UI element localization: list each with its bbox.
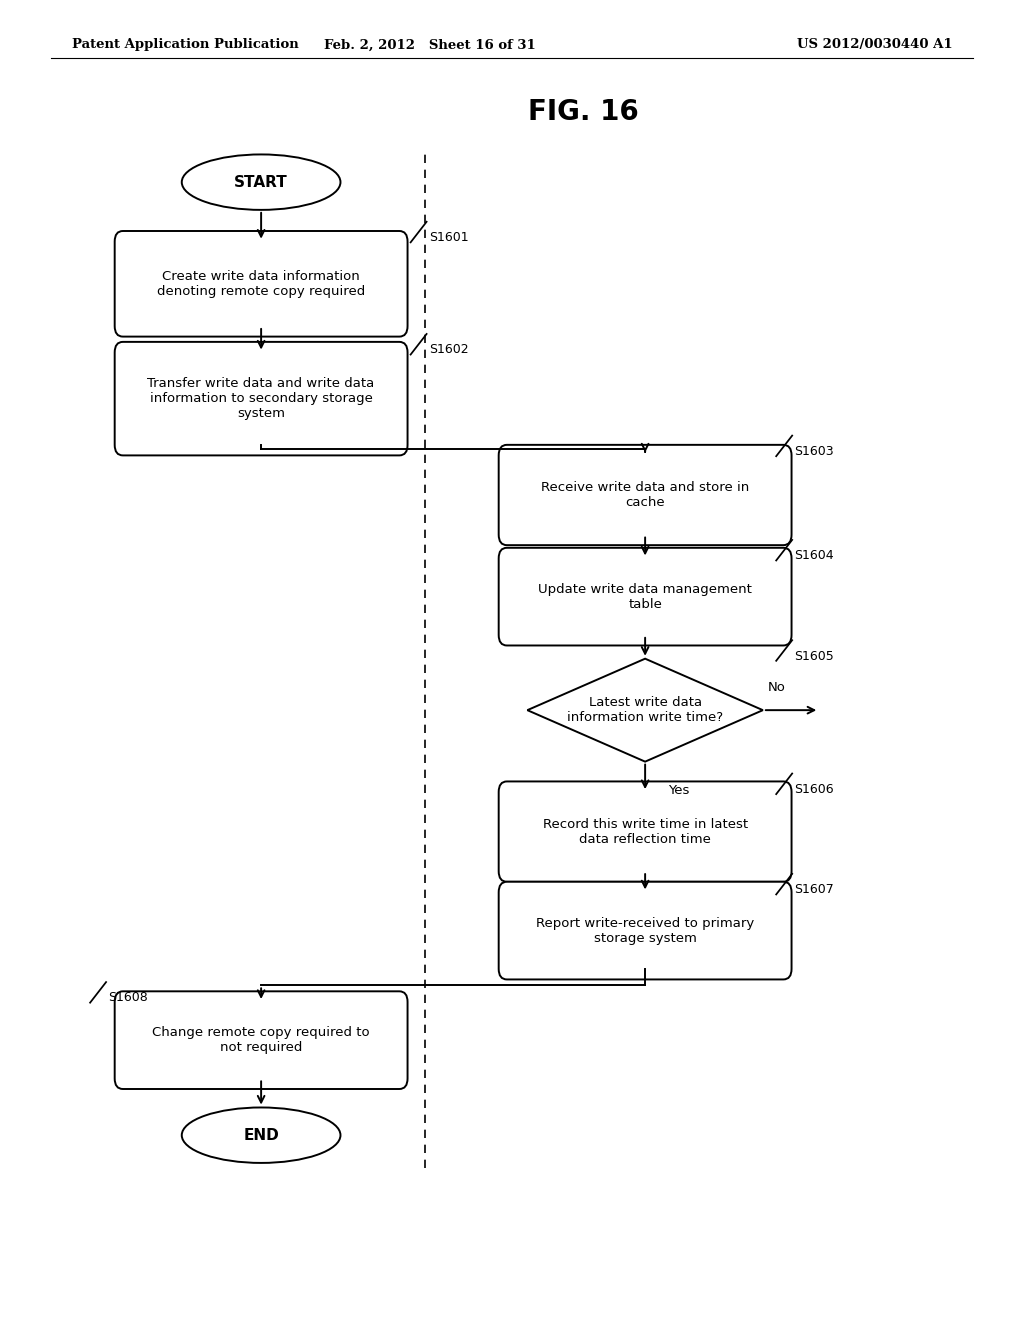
Text: Change remote copy required to
not required: Change remote copy required to not requi… <box>153 1026 370 1055</box>
Text: S1604: S1604 <box>795 549 835 562</box>
Text: Latest write data
information write time?: Latest write data information write time… <box>567 696 723 725</box>
FancyBboxPatch shape <box>115 231 408 337</box>
Text: Record this write time in latest
data reflection time: Record this write time in latest data re… <box>543 817 748 846</box>
FancyBboxPatch shape <box>499 548 792 645</box>
Text: Feb. 2, 2012   Sheet 16 of 31: Feb. 2, 2012 Sheet 16 of 31 <box>325 38 536 51</box>
FancyBboxPatch shape <box>115 991 408 1089</box>
Text: Create write data information
denoting remote copy required: Create write data information denoting r… <box>157 269 366 298</box>
Ellipse shape <box>182 1107 340 1163</box>
Text: S1605: S1605 <box>795 649 835 663</box>
Text: Report write-received to primary
storage system: Report write-received to primary storage… <box>536 916 755 945</box>
Text: S1607: S1607 <box>795 883 835 896</box>
Polygon shape <box>527 659 763 762</box>
FancyBboxPatch shape <box>499 882 792 979</box>
FancyBboxPatch shape <box>499 781 792 882</box>
Text: S1601: S1601 <box>429 231 469 244</box>
Text: No: No <box>768 681 785 694</box>
Text: START: START <box>234 174 288 190</box>
Text: S1603: S1603 <box>795 445 835 458</box>
Text: S1602: S1602 <box>429 343 469 356</box>
Text: Yes: Yes <box>668 784 689 797</box>
Ellipse shape <box>182 154 340 210</box>
Text: Patent Application Publication: Patent Application Publication <box>72 38 298 51</box>
Text: S1608: S1608 <box>109 991 148 1005</box>
Text: US 2012/0030440 A1: US 2012/0030440 A1 <box>797 38 952 51</box>
Text: Transfer write data and write data
information to secondary storage
system: Transfer write data and write data infor… <box>147 378 375 420</box>
Text: Receive write data and store in
cache: Receive write data and store in cache <box>541 480 750 510</box>
FancyBboxPatch shape <box>499 445 792 545</box>
FancyBboxPatch shape <box>115 342 408 455</box>
Text: Update write data management
table: Update write data management table <box>539 582 752 611</box>
Text: END: END <box>244 1127 279 1143</box>
Text: S1606: S1606 <box>795 783 835 796</box>
Text: FIG. 16: FIG. 16 <box>528 98 639 127</box>
